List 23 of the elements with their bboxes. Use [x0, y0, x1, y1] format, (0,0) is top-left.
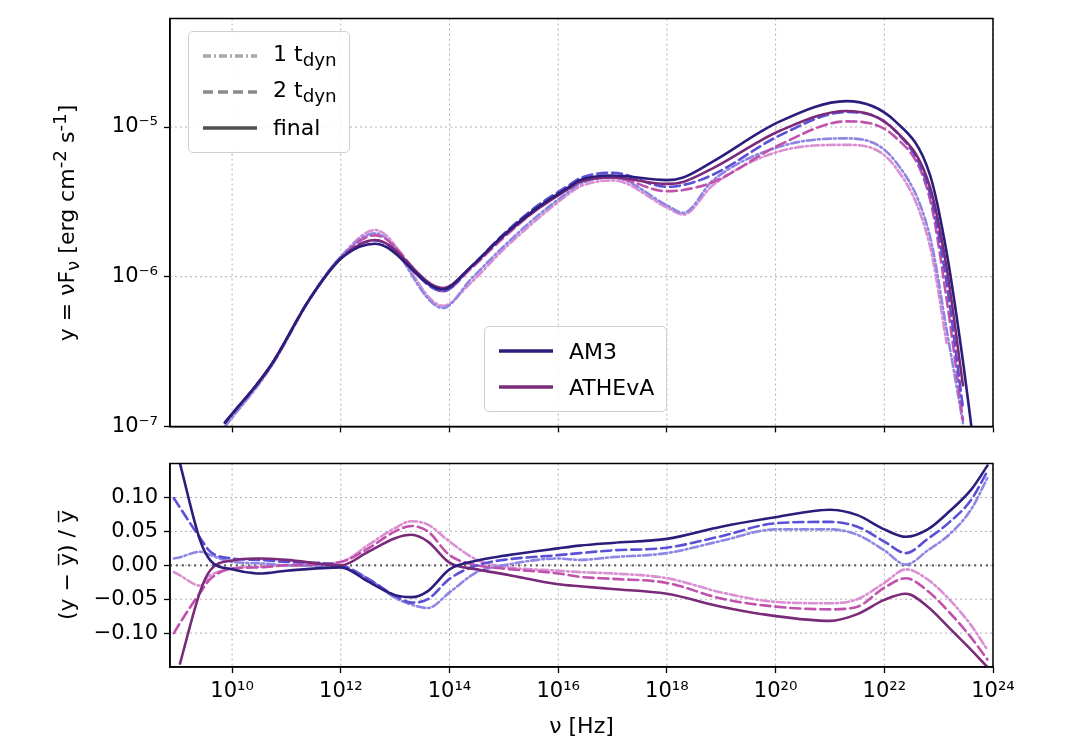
y-tick-label: 10⁻⁵ — [111, 113, 158, 138]
x-tick-label: 10¹⁸ — [645, 678, 689, 703]
legend-label: final — [273, 115, 321, 141]
y-tick-label: 0.05 — [111, 517, 158, 542]
x-tick-label: 10²⁴ — [971, 678, 1015, 703]
y-tick-label: −0.05 — [93, 585, 158, 610]
x-tick-label: 10¹⁰ — [210, 678, 254, 703]
y-tick-label: 10⁻⁶ — [111, 263, 158, 288]
legend-label: 1 t$_{dyn}$ — [273, 40, 337, 71]
legend-label: AM3 — [569, 338, 618, 364]
legend-label: ATHEvA — [569, 374, 655, 400]
x-tick-label: 10²⁰ — [753, 678, 798, 703]
y-tick-label: 0.00 — [111, 551, 158, 576]
y-axis-title: (y − y̅) / y̅ — [53, 510, 79, 621]
x-tick-label: 10¹² — [319, 678, 363, 703]
legend-label: 2 t$_{dyn}$ — [273, 76, 337, 107]
y-tick-label: 0.10 — [111, 483, 158, 508]
y-tick-label: 10⁻⁷ — [111, 412, 158, 437]
x-tick-label: 10¹⁶ — [536, 678, 580, 703]
x-axis-title: ν [Hz] — [549, 713, 614, 738]
x-tick-label: 10¹⁴ — [427, 678, 472, 703]
x-tick-label: 10²² — [862, 678, 907, 703]
y-tick-label: −0.10 — [93, 619, 158, 644]
